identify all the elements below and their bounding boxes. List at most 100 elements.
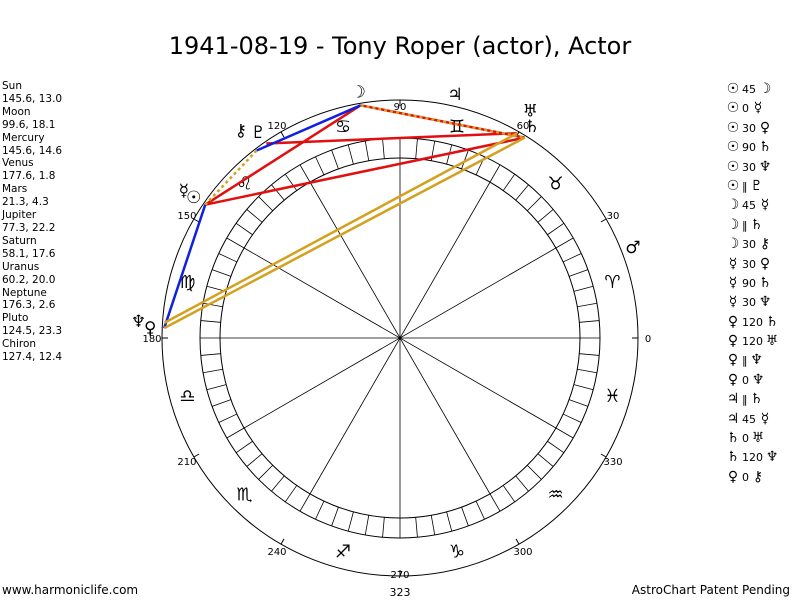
- degree-tick: [315, 500, 325, 520]
- aspect-planet-icon: ♅: [751, 430, 765, 447]
- aspect-planet-icon: ☽: [726, 236, 740, 253]
- zodiac-aquarius-icon: ♒: [547, 485, 563, 506]
- degree-tick: [526, 196, 542, 212]
- degree-tick: [299, 493, 311, 512]
- degree-tick: [555, 427, 574, 439]
- aspect-planet-icon: ♃: [726, 391, 740, 408]
- zodiac-sagittarius-icon: ♐: [335, 542, 351, 563]
- planet-name-moon: Moon: [2, 105, 31, 118]
- degree-tick: [331, 149, 339, 169]
- degree-tick: [415, 138, 418, 159]
- planet-name-neptune: Neptune: [2, 286, 47, 299]
- degree-label: 210: [177, 457, 196, 468]
- aspect-row: ☉ 30 ♀: [726, 119, 779, 138]
- aspect-row: ♃ ‖ ♄: [726, 390, 779, 409]
- outer-tick: [193, 218, 200, 223]
- outer-tick: [193, 453, 200, 458]
- aspect-planet-icon: ♃: [726, 410, 740, 427]
- degree-label: 300: [513, 547, 532, 558]
- degree-tick: [489, 164, 501, 183]
- venus-icon: ♀: [144, 319, 156, 339]
- chart-title: 1941-08-19 - Tony Roper (actor), Actor: [168, 32, 632, 60]
- aspect-planet-icon: ⚷: [752, 468, 764, 485]
- degree-tick: [569, 399, 589, 407]
- aspect-value: ‖: [742, 218, 748, 232]
- aspect-line: [360, 104, 525, 139]
- footer-patent: AstroChart Patent Pending: [631, 583, 790, 597]
- degree-tick: [258, 464, 274, 480]
- footer-website[interactable]: www.harmoniclife.com: [2, 583, 139, 597]
- aspect-value: 30: [742, 257, 756, 271]
- degree-label: 30: [607, 211, 620, 222]
- aspect-planet-icon: ⚷: [759, 236, 771, 253]
- zodiac-libra-icon: ♎: [179, 386, 195, 407]
- moon-icon: ☽: [351, 83, 366, 103]
- zodiac-virgo-icon: ♍: [179, 272, 195, 293]
- aspect-line: [163, 136, 526, 330]
- aspect-planet-icon: ♀: [759, 119, 771, 136]
- aspect-planet-icon: ☉: [726, 119, 740, 136]
- degree-tick: [347, 511, 354, 532]
- planet-name-venus: Venus: [2, 157, 34, 170]
- degree-tick: [382, 517, 385, 538]
- aspect-row: ☽ 30 ⚷: [726, 235, 779, 254]
- degree-tick: [515, 475, 529, 492]
- aspect-row: ☿ 90 ♄: [726, 274, 779, 293]
- zodiac-aries-icon: ♈: [604, 272, 620, 293]
- aspect-line: [204, 104, 362, 206]
- planet-name-sun: Sun: [2, 80, 22, 92]
- aspect-row: ♄ 0 ♅: [726, 429, 779, 448]
- degree-tick: [226, 237, 245, 249]
- aspect-value: ‖: [742, 354, 748, 368]
- aspect-planet-icon: ♄: [765, 313, 779, 330]
- planet-values-uranus: 60.2, 20.0: [2, 273, 56, 286]
- degree-tick: [569, 269, 589, 277]
- degree-tick: [577, 368, 598, 374]
- aspect-planet-icon: ♀: [759, 255, 771, 272]
- planet-values-neptune: 176.3, 2.6: [2, 299, 56, 312]
- degree-tick: [573, 384, 594, 391]
- aspect-planet-icon: ☿: [728, 294, 738, 311]
- degree-tick: [226, 427, 245, 439]
- aspect-planet-icon: ♆: [765, 449, 779, 466]
- aspect-planet-icon: ♀: [727, 371, 739, 388]
- aspect-value: ‖: [742, 179, 748, 193]
- degree-tick: [246, 453, 263, 467]
- zodiac-scorpio-icon: ♏: [236, 485, 252, 506]
- aspect-value: 90: [742, 141, 756, 155]
- aspect-planet-icon: ☉: [726, 139, 740, 156]
- aspect-value: 90: [742, 276, 756, 290]
- degree-tick: [331, 507, 339, 527]
- aspect-planet-icon: ☉: [726, 81, 740, 97]
- mars-icon: ♂: [625, 238, 640, 258]
- aspect-value: 0: [742, 102, 749, 116]
- degree-tick: [502, 173, 516, 191]
- aspect-planet-icon: ☿: [760, 197, 770, 214]
- pluto-icon: ♇: [251, 123, 266, 143]
- aspect-value: 30: [742, 296, 756, 310]
- planet-positions-list: Sun 145.6, 13.0 Moon 99.6, 18.1 Mercury 145.6…: [2, 80, 62, 364]
- zodiac-capricorn-icon: ♑: [449, 542, 465, 563]
- aspect-row: ☿ 30 ♀: [726, 255, 779, 274]
- aspect-planet-icon: ☿: [760, 410, 770, 427]
- mercury-icon: ☿: [179, 181, 189, 201]
- aspect-planet-icon: ☿: [753, 100, 763, 117]
- aspect-value: 45: [742, 199, 756, 213]
- aspect-value: 120: [742, 335, 763, 349]
- aspect-line: [163, 204, 207, 329]
- degree-tick: [502, 485, 516, 503]
- degree-tick: [364, 140, 370, 161]
- degree-tick: [515, 184, 529, 201]
- planet-name-saturn: Saturn: [2, 234, 37, 247]
- degree-tick: [284, 173, 298, 191]
- degree-tick: [235, 440, 253, 454]
- degree-tick: [218, 253, 238, 263]
- degree-label: 330: [603, 457, 622, 468]
- degree-label: 0: [645, 334, 651, 345]
- degree-label: 240: [267, 547, 286, 558]
- planet-name-chiron: Chiron: [2, 338, 37, 351]
- aspect-value: 30: [742, 121, 756, 135]
- planet-values-chiron: 127.4, 12.4: [2, 351, 63, 364]
- aspect-planet-icon: ♇: [750, 177, 763, 194]
- planet-values-venus: 177.6, 1.8: [2, 170, 56, 183]
